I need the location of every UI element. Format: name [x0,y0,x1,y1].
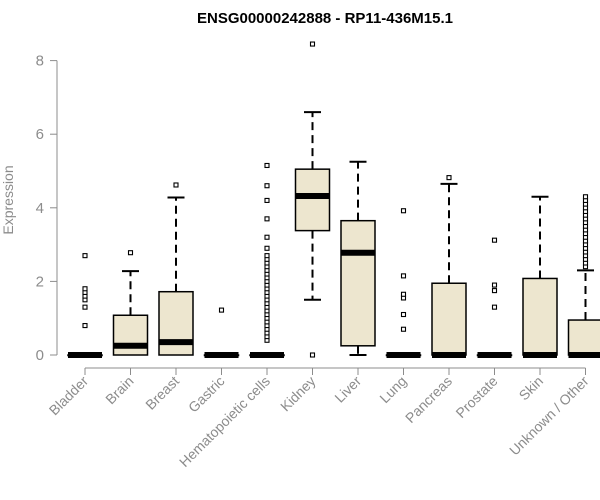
outlier-point [82,286,88,292]
outlier-point [173,182,179,188]
outlier-point [127,250,134,256]
outlier-point [400,291,407,297]
box-iqr [522,277,558,356]
box-hematopoietic-cells [249,162,285,358]
y-tick-label: 0 [36,347,44,364]
chart-title: ENSG00000242888 - RP11-436M15.1 [197,10,453,27]
box-gastric [203,307,240,358]
x-tick-label: Brain [102,373,136,407]
outlier-point [582,194,589,200]
box-iqr [431,282,467,356]
box-unknown-other [567,194,600,358]
y-tick-label: 6 [36,126,44,143]
outlier-point [82,304,88,310]
y-tick-label: 2 [36,273,44,290]
box-iqr [294,168,331,232]
box-iqr [340,219,376,347]
box-liver [340,160,376,356]
outlier-point [400,273,407,279]
outlier-point [218,307,225,313]
box-breast [158,182,194,356]
x-tick-label: Gastric [185,373,228,416]
outlier-point [491,288,498,294]
x-tick-label: Bladder [46,373,92,419]
box-kidney [294,41,331,358]
box-brain [112,250,149,356]
boxes [67,41,600,358]
box-bladder [67,253,103,358]
y-tick-label: 8 [36,53,44,70]
y-axis-label: Expression [0,165,16,234]
box-lung [385,208,422,358]
outlier-point [264,245,270,251]
outlier-point [264,162,270,169]
box-iqr [567,319,600,356]
box-pancreas [431,175,467,358]
outlier-point [491,237,498,243]
x-tick-label: Unknown / Other [506,373,592,459]
outlier-point [82,253,88,259]
outlier-point [400,311,407,318]
outlier-point [264,253,270,259]
outlier-point [309,352,316,358]
outlier-point [264,216,270,222]
axes: 0 2 4 6 8 [36,53,586,369]
box-iqr [158,290,194,356]
outlier-point [264,183,270,189]
y-tick-label: 4 [36,200,44,217]
outlier-point [82,323,88,329]
outlier-point [264,234,270,240]
x-tick-label: Skin [516,373,547,404]
box-iqr [112,314,149,356]
x-tick-label: Lung [376,373,409,406]
outlier-point [309,41,316,47]
outlier-point [491,282,498,288]
outlier-point [446,175,452,181]
x-tick-label: Breast [142,373,182,413]
outlier-point [491,304,498,310]
box-skin [522,195,558,358]
x-tick-label: Kidney [277,373,319,415]
x-tick-label: Liver [331,373,364,406]
box-prostate [476,237,513,358]
outlier-point [264,197,270,203]
x-tick-label: Prostate [452,373,500,421]
x-tick-label: Pancreas [402,373,455,426]
outlier-point [400,208,407,214]
x-tick-label: Hematopoietic cells [176,373,273,470]
outlier-point [400,326,407,332]
